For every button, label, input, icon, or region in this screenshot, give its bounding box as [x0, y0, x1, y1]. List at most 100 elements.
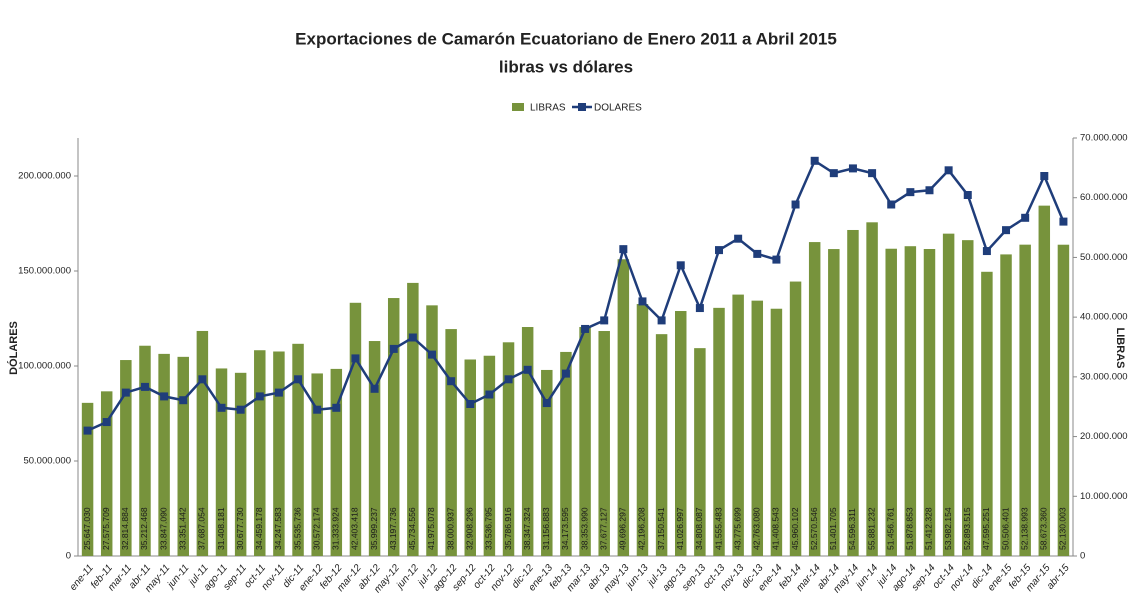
y-tick-label: 100.000.000: [18, 361, 71, 372]
bar: [770, 308, 783, 556]
bar-value-label: 52.138.993: [1019, 507, 1029, 550]
bar-value-label: 55.881.232: [866, 507, 876, 550]
bar-value-label: 35.535.736: [292, 507, 302, 550]
y2-tick-label: 20.000.000: [1080, 431, 1128, 442]
line-marker: [561, 369, 570, 378]
bar: [196, 330, 209, 556]
y2-tick-label: 10.000.000: [1080, 491, 1128, 502]
bar: [808, 242, 821, 556]
bar: [311, 373, 323, 556]
line-marker: [695, 304, 704, 313]
bar-value-label: 51.878.853: [905, 507, 915, 550]
bar-value-label: 31.333.924: [331, 507, 341, 550]
bar: [904, 246, 917, 556]
line-marker: [715, 246, 724, 255]
bar-value-label: 30.572.174: [311, 507, 321, 550]
y2-tick-label: 0: [1080, 551, 1085, 562]
legend-swatch: [512, 103, 524, 111]
bar-value-label: 49.696.297: [618, 507, 628, 550]
x-tick-label: ene-11: [68, 563, 96, 593]
bar: [177, 356, 189, 556]
line-marker: [829, 169, 838, 178]
bar-value-label: 52.130.003: [1058, 507, 1068, 550]
line-marker: [504, 375, 513, 384]
bar: [349, 302, 362, 556]
line-marker: [408, 333, 417, 342]
bar-value-label: 38.000.937: [445, 507, 455, 550]
line-marker: [523, 365, 532, 374]
bar: [1019, 244, 1031, 556]
legend-label: DOLARES: [594, 103, 642, 114]
bar: [541, 369, 553, 556]
bar-value-label: 58.673.360: [1039, 507, 1049, 550]
line-marker: [619, 245, 628, 254]
bar-value-label: 43.197.736: [388, 507, 398, 550]
bar: [942, 233, 955, 557]
bar-value-label: 42.196.208: [637, 507, 647, 550]
bar-value-label: 30.677.730: [235, 507, 245, 550]
bar: [1000, 254, 1012, 556]
y-tick-label: 0: [66, 551, 71, 562]
bar: [789, 281, 802, 556]
bar: [292, 343, 304, 556]
bar: [828, 249, 840, 556]
y-axis-title: DÓLARES: [7, 321, 20, 375]
bar: [560, 351, 572, 556]
line-marker: [925, 186, 934, 195]
bar: [598, 331, 610, 556]
line-marker: [638, 297, 647, 306]
line-marker: [389, 344, 398, 353]
line-marker: [581, 324, 590, 333]
legend-item: LIBRAS: [512, 103, 566, 114]
bar: [407, 282, 419, 556]
bar-value-label: 54.596.311: [847, 508, 857, 550]
bar-value-label: 45.960.102: [790, 507, 800, 550]
bar: [426, 305, 438, 556]
bar: [713, 307, 725, 556]
y-tick-label: 50.000.000: [23, 456, 71, 467]
line-marker: [255, 392, 264, 401]
bar: [694, 348, 706, 556]
bar: [81, 402, 94, 556]
bar: [330, 368, 343, 556]
line-marker: [753, 249, 762, 258]
line-marker: [140, 382, 149, 391]
bar: [502, 342, 515, 556]
bar-value-label: 25.647.030: [82, 507, 92, 550]
bar: [923, 248, 936, 557]
bar: [579, 326, 591, 556]
bar: [464, 359, 476, 556]
line-marker: [734, 234, 743, 243]
bar-value-label: 51.456.761: [885, 507, 895, 550]
bar: [120, 360, 132, 556]
line-marker: [906, 188, 915, 197]
bar-value-label: 32.814.884: [120, 507, 130, 550]
bar-value-label: 50.506.401: [1000, 507, 1010, 550]
line-marker: [466, 400, 475, 408]
bar: [962, 240, 974, 556]
line-marker: [236, 405, 245, 414]
bar-value-label: 27.575.709: [101, 507, 111, 550]
line-marker: [944, 166, 953, 175]
chart-subtitle: libras vs dólares: [499, 57, 633, 76]
bar: [387, 298, 400, 556]
line-marker: [810, 156, 819, 165]
y2-tick-label: 70.000.000: [1080, 133, 1128, 144]
bar-value-label: 35.999.237: [369, 507, 379, 550]
line-marker: [1021, 213, 1030, 222]
bar-value-label: 51.401.705: [828, 507, 838, 550]
bar-value-label: 31.156.883: [541, 507, 551, 550]
line-marker: [772, 255, 781, 264]
line-marker: [600, 316, 609, 325]
y2-tick-label: 60.000.000: [1080, 192, 1128, 203]
chart-title: Exportaciones de Camarón Ecuatoriano de …: [295, 29, 837, 48]
bar: [1057, 244, 1070, 556]
line-marker: [332, 403, 341, 412]
bar-value-label: 43.775.699: [732, 507, 742, 550]
bar: [636, 304, 649, 556]
bar-value-label: 35.212.468: [139, 507, 149, 550]
bar-value-label: 34.459.178: [254, 507, 264, 550]
line-marker: [370, 384, 379, 393]
